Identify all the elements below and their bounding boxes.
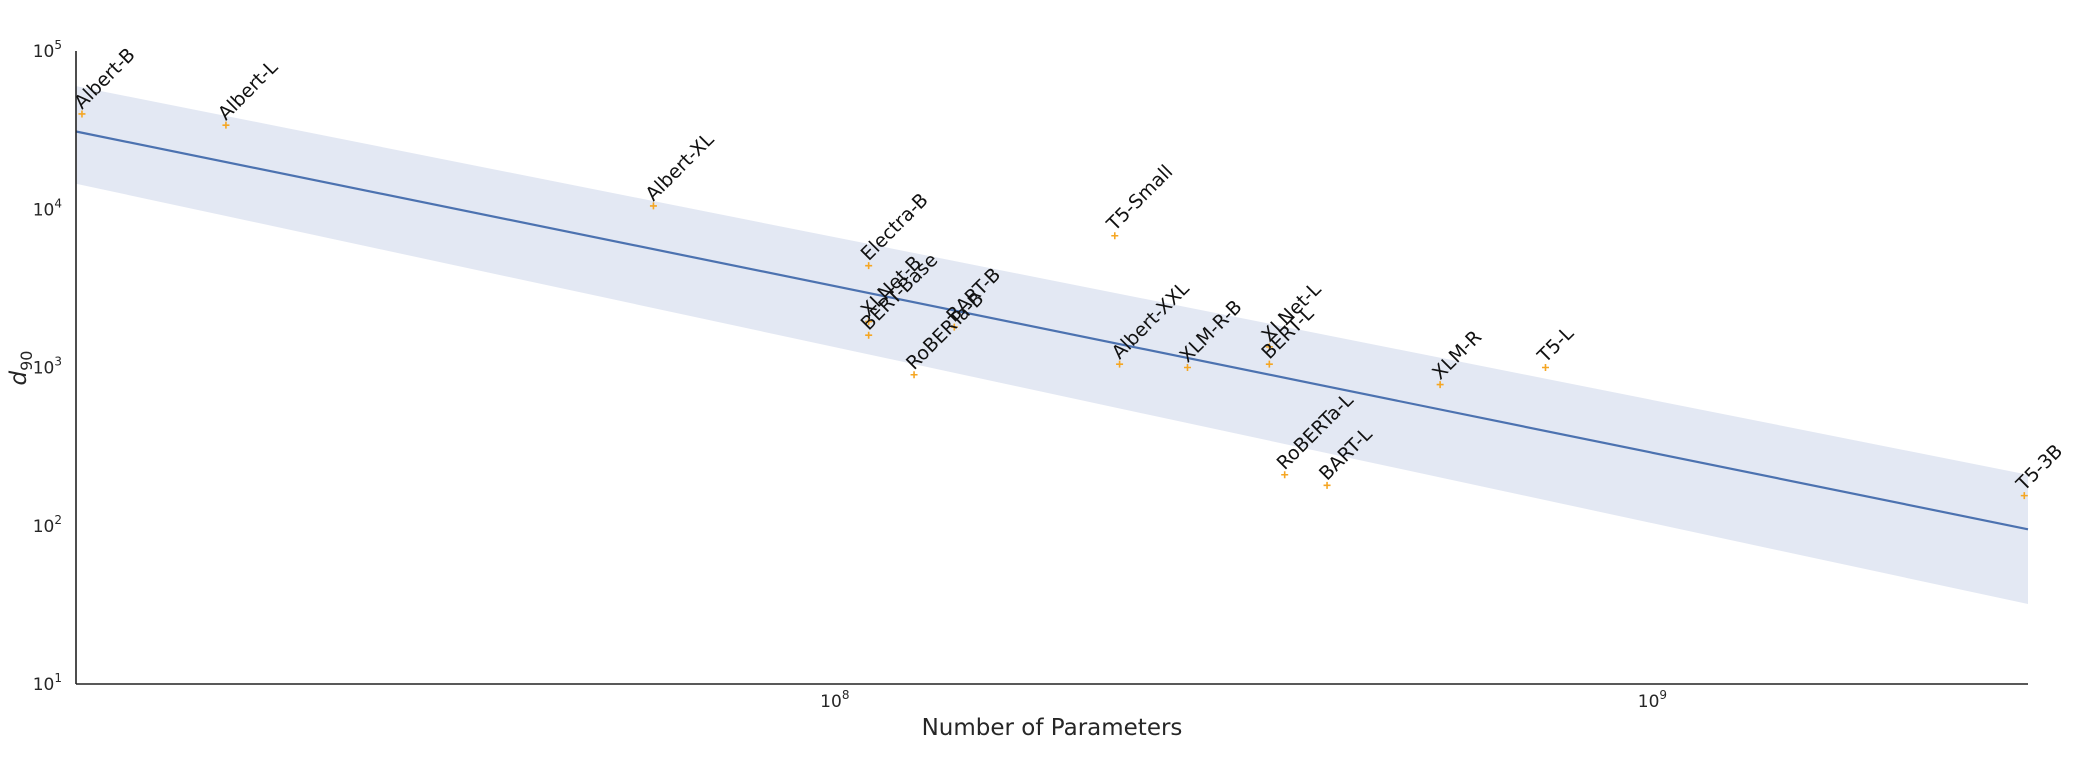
data-point xyxy=(222,121,230,129)
x-axis-ticks: 108 109 xyxy=(820,688,1667,712)
point-label: Albert-XL xyxy=(641,128,718,205)
data-point xyxy=(1184,364,1191,371)
fit-line xyxy=(75,130,2029,531)
point-label: T5-3B xyxy=(2012,440,2068,496)
data-point xyxy=(1541,364,1549,371)
data-point xyxy=(1265,343,1273,351)
y-tick-label: 105 xyxy=(33,38,62,62)
point-label: Albert-L xyxy=(214,56,283,125)
data-point xyxy=(1265,360,1273,368)
data-point xyxy=(1323,481,1331,489)
data-point xyxy=(2020,492,2028,500)
data-point xyxy=(1436,381,1444,389)
y-tick-label: 104 xyxy=(33,196,62,220)
x-tick-label: 108 xyxy=(820,688,849,712)
data-points xyxy=(78,110,2028,500)
data-point xyxy=(865,318,873,326)
x-axis-title: Number of Parameters xyxy=(922,715,1183,741)
confidence-band xyxy=(76,86,2028,605)
data-point xyxy=(649,202,657,210)
y-tick-label: 101 xyxy=(33,671,62,695)
data-point xyxy=(1116,360,1124,368)
data-point xyxy=(78,110,86,118)
point-label: T5-Small xyxy=(1102,161,1177,236)
y-tick-label: 103 xyxy=(33,355,62,379)
data-point xyxy=(910,371,918,379)
y-tick-label: 102 xyxy=(33,513,62,537)
data-point xyxy=(865,262,873,270)
data-point xyxy=(950,323,958,331)
y-axis-ticks: 101 102 103 104 105 xyxy=(33,38,62,695)
data-point xyxy=(1281,471,1289,479)
point-label: T5-L xyxy=(1533,322,1579,368)
data-point xyxy=(1111,232,1119,240)
x-tick-label: 109 xyxy=(1638,688,1667,712)
plot-area: Albert-B Albert-LAlbert-XLElectra-BXLNet-… xyxy=(70,44,2068,605)
data-point xyxy=(865,331,873,339)
y-axis-title: d90 xyxy=(6,351,36,386)
